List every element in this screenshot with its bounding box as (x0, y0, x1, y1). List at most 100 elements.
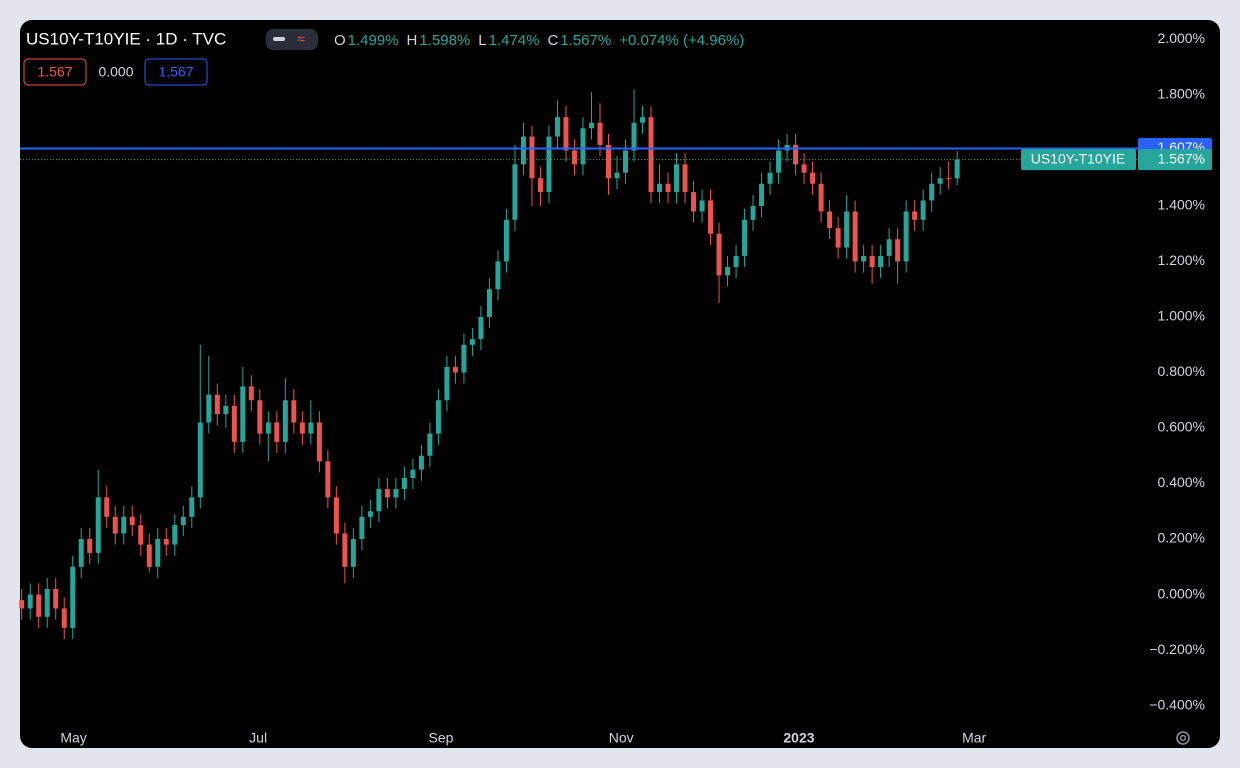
candle-body (605, 144, 611, 179)
candle-body (87, 539, 93, 553)
y-tick-label: 1.000% (1158, 308, 1205, 324)
candle-body (461, 344, 467, 373)
candle-body (895, 239, 901, 262)
candle-body (793, 144, 799, 165)
candle-body (197, 422, 203, 498)
candle-body (44, 588, 50, 617)
x-tick-label: May (60, 730, 86, 746)
candle-body (70, 566, 76, 628)
candle-body (929, 183, 935, 201)
candle-body (827, 211, 833, 229)
candle-body (946, 178, 952, 180)
x-tick-label: Jul (249, 730, 267, 746)
change: +0.074% (+4.96%) (619, 32, 744, 49)
candle-body (563, 117, 569, 151)
candle-body (937, 178, 943, 184)
sell-box[interactable] (23, 58, 87, 86)
candle-body (818, 183, 824, 212)
y-tick-label: 1.200% (1158, 252, 1205, 268)
candle-body (427, 433, 433, 456)
candle-body (282, 400, 288, 442)
ohlc-key: C (547, 32, 558, 49)
pill-icon: ≈ (297, 31, 305, 47)
candle-body (486, 289, 492, 317)
candle-body (878, 255, 884, 268)
y-tick-label: 0.200% (1158, 530, 1205, 546)
candle-body (350, 539, 356, 567)
overlay: US10Y-T10YIE · 1D · TVC ≈ 1.567 0.000 1.… (23, 29, 1212, 746)
candle-body (520, 136, 526, 165)
candle-body (121, 516, 127, 534)
candle-body (776, 150, 782, 173)
indicator-pill[interactable] (266, 29, 318, 50)
candle-body (954, 159, 960, 179)
y-tick-label: 2.000% (1158, 30, 1205, 46)
candle-body (78, 539, 84, 567)
candle-body (682, 164, 688, 193)
candle-body (759, 183, 765, 206)
ohlc-key: H (407, 32, 418, 49)
candle-body (844, 211, 850, 248)
candle-body (359, 516, 365, 540)
candle-body (435, 400, 441, 434)
candle-body (112, 516, 118, 534)
candle-body (104, 497, 110, 517)
candle-body (920, 200, 926, 220)
candle-body (325, 461, 331, 498)
candle-body (53, 588, 59, 609)
candle-body (631, 122, 637, 151)
y-tick-label: 1.400% (1158, 197, 1205, 213)
candle-body (138, 525, 144, 545)
candle-body (767, 172, 773, 184)
candle-body (801, 164, 807, 173)
candle-body (665, 183, 671, 193)
candle-body (274, 422, 280, 442)
chart-background (20, 20, 1220, 748)
spread: 0.000 (98, 64, 133, 80)
candle-body (214, 394, 220, 415)
candle-body (291, 400, 297, 423)
candle-body (308, 422, 314, 434)
candle-body (257, 400, 263, 434)
candle-body (869, 255, 875, 268)
candle-body (367, 511, 373, 517)
candle-body (27, 594, 33, 609)
candle-body (580, 128, 586, 165)
candle-body (444, 366, 450, 401)
gear (1176, 731, 1190, 745)
candle-body (146, 544, 152, 567)
candle-body (733, 255, 739, 268)
y-tick-label: 0.400% (1158, 474, 1205, 490)
buy-box[interactable] (144, 58, 208, 86)
candle-body (810, 172, 816, 184)
candle-body (19, 600, 25, 609)
candle-body (36, 594, 42, 617)
candle-body (546, 136, 552, 193)
candle-body (614, 172, 620, 179)
ohlc-key: O (334, 32, 346, 49)
candle-body (708, 200, 714, 234)
candle-body (622, 150, 628, 173)
candle-body (597, 122, 603, 145)
ohlc-value: 1.598% (419, 32, 470, 49)
candle-body (640, 117, 646, 123)
candle-body (129, 516, 135, 526)
x-tick-label: Mar (962, 730, 986, 746)
candle-body (418, 455, 424, 470)
candle-body (61, 608, 67, 628)
candle-body (401, 477, 407, 490)
candle-body (699, 200, 705, 212)
last-price-name-tag (1021, 149, 1136, 171)
ohlc-value: 1.499% (348, 32, 399, 49)
candle-body (554, 117, 560, 137)
candle-body (248, 386, 254, 401)
settings-icon[interactable] (1176, 731, 1190, 745)
candle-body (861, 255, 867, 262)
candle-body (886, 239, 892, 256)
candle-body (725, 267, 731, 276)
y-tick-label: 0.600% (1158, 419, 1205, 435)
pill-icon (273, 37, 285, 41)
candle-body (657, 183, 663, 193)
candle-body (912, 211, 918, 220)
